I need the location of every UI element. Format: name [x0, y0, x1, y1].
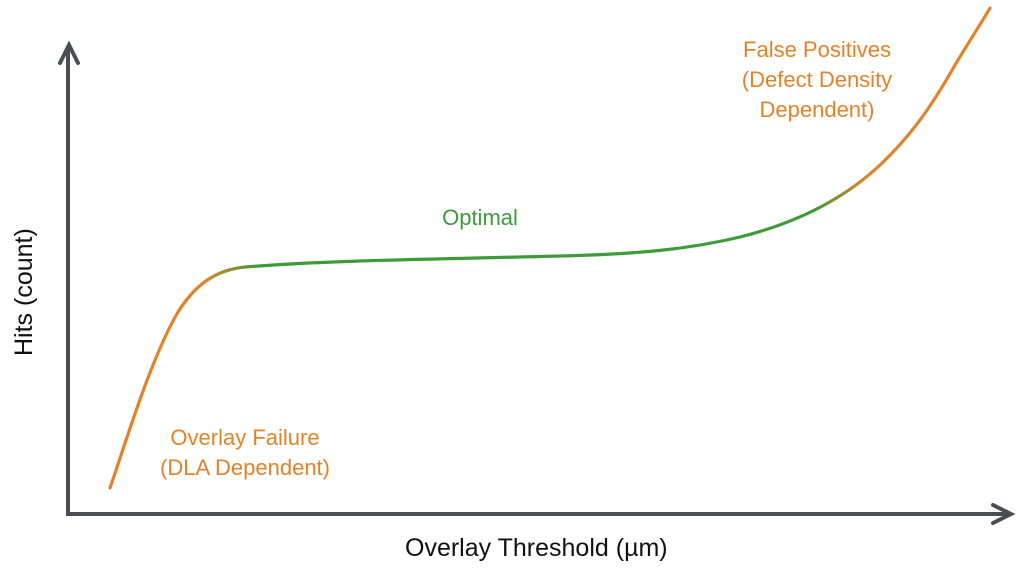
false-positives-line3: Dependent) — [759, 97, 875, 122]
false-positives-line1: False Positives — [743, 37, 891, 62]
overlay-failure-line1: Overlay Failure — [170, 425, 320, 450]
optimal-annotation: Optimal — [420, 203, 540, 233]
x-axis — [66, 503, 1016, 525]
false-positives-line2: (Defect Density — [741, 67, 893, 92]
y-axis-title: Hits (count) — [10, 228, 38, 356]
x-axis-arrow-icon — [991, 503, 1016, 525]
y-axis — [58, 40, 80, 515]
hits-curve — [108, 6, 992, 490]
overlay-failure-line2: (DLA Dependent) — [160, 455, 330, 480]
y-axis-arrow-icon — [58, 40, 80, 65]
x-axis-title: Overlay Threshold (µm) — [405, 534, 668, 562]
overlay-failure-annotation: Overlay Failure (DLA Dependent) — [150, 423, 340, 483]
false-positives-annotation: False Positives (Defect Density Dependen… — [722, 35, 912, 125]
optimal-label: Optimal — [442, 205, 518, 230]
